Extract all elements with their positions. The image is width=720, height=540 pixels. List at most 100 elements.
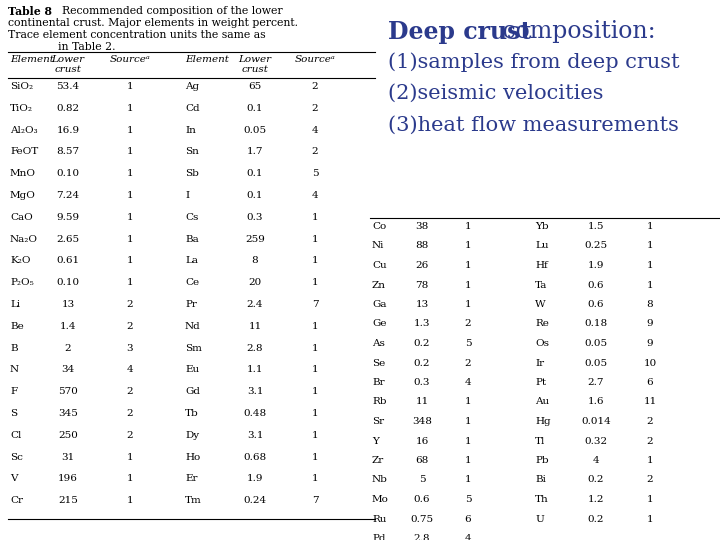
Text: 6: 6 (647, 378, 653, 387)
Text: Ce: Ce (185, 278, 199, 287)
Text: Ir: Ir (535, 359, 544, 368)
Text: 1.7: 1.7 (247, 147, 264, 157)
Text: 2: 2 (312, 147, 318, 157)
Text: 11: 11 (248, 322, 261, 331)
Text: Lower
crust: Lower crust (51, 55, 84, 75)
Text: W: W (535, 300, 546, 309)
Text: (2)seismic velocities: (2)seismic velocities (388, 84, 603, 103)
Text: I: I (185, 191, 189, 200)
Text: 88: 88 (415, 241, 428, 251)
Text: Cr: Cr (10, 496, 23, 505)
Text: 2: 2 (127, 387, 133, 396)
Text: 1: 1 (312, 322, 318, 331)
Text: 2: 2 (65, 343, 71, 353)
Text: 1: 1 (647, 280, 653, 289)
Text: Element: Element (10, 55, 54, 64)
Text: 0.82: 0.82 (56, 104, 80, 113)
Text: Hf: Hf (535, 261, 548, 270)
Text: 1: 1 (464, 300, 472, 309)
Text: 5: 5 (464, 495, 472, 504)
Text: 1: 1 (312, 256, 318, 265)
Text: N: N (10, 366, 19, 374)
Text: 3.1: 3.1 (247, 431, 264, 440)
Text: 65: 65 (248, 82, 261, 91)
Text: 1: 1 (127, 147, 133, 157)
Text: Sourceᵃ: Sourceᵃ (294, 55, 336, 64)
Text: 0.2: 0.2 (588, 476, 604, 484)
Text: Bi: Bi (535, 476, 546, 484)
Text: 0.2: 0.2 (414, 339, 431, 348)
Text: Pt: Pt (535, 378, 546, 387)
Text: 2: 2 (464, 320, 472, 328)
Text: continental crust. Major elements in weight percent.: continental crust. Major elements in wei… (8, 18, 298, 28)
Text: Li: Li (10, 300, 20, 309)
Text: 2: 2 (312, 104, 318, 113)
Text: 1: 1 (647, 241, 653, 251)
Text: Al₂O₃: Al₂O₃ (10, 126, 37, 134)
Text: 1: 1 (647, 515, 653, 523)
Text: 1.3: 1.3 (414, 320, 431, 328)
Text: 1: 1 (127, 126, 133, 134)
Text: 4: 4 (127, 366, 133, 374)
Text: Sc: Sc (10, 453, 23, 462)
Text: Ni: Ni (372, 241, 384, 251)
Text: 0.05: 0.05 (243, 126, 266, 134)
Text: 16.9: 16.9 (56, 126, 80, 134)
Text: Gd: Gd (185, 387, 200, 396)
Text: 1: 1 (647, 261, 653, 270)
Text: 0.1: 0.1 (247, 169, 264, 178)
Text: 68: 68 (415, 456, 428, 465)
Text: Cl: Cl (10, 431, 22, 440)
Text: Ag: Ag (185, 82, 199, 91)
Text: 0.75: 0.75 (410, 515, 433, 523)
Text: Pd: Pd (372, 534, 385, 540)
Text: 38: 38 (415, 222, 428, 231)
Text: Cu: Cu (372, 261, 387, 270)
Text: 1: 1 (312, 366, 318, 374)
Text: 1: 1 (127, 496, 133, 505)
Text: Th: Th (535, 495, 549, 504)
Text: Lu: Lu (535, 241, 549, 251)
Text: Os: Os (535, 339, 549, 348)
Text: Be: Be (10, 322, 24, 331)
Text: 4: 4 (593, 456, 599, 465)
Text: 1: 1 (127, 234, 133, 244)
Text: 1.9: 1.9 (247, 475, 264, 483)
Text: 1: 1 (127, 278, 133, 287)
Text: Co: Co (372, 222, 386, 231)
Text: Nd: Nd (185, 322, 201, 331)
Text: 53.4: 53.4 (56, 82, 80, 91)
Text: Ge: Ge (372, 320, 387, 328)
Text: 0.05: 0.05 (585, 339, 608, 348)
Text: 1: 1 (312, 431, 318, 440)
Text: 7.24: 7.24 (56, 191, 80, 200)
Text: P₂O₅: P₂O₅ (10, 278, 34, 287)
Text: 8: 8 (252, 256, 258, 265)
Text: F: F (10, 387, 17, 396)
Text: 2: 2 (127, 409, 133, 418)
Text: CaO: CaO (10, 213, 32, 222)
Text: (1)samples from deep crust: (1)samples from deep crust (388, 52, 680, 72)
Text: Hg: Hg (535, 417, 551, 426)
Text: 0.68: 0.68 (243, 453, 266, 462)
Text: Tl: Tl (535, 436, 545, 446)
Text: 1: 1 (312, 234, 318, 244)
Text: Er: Er (185, 475, 197, 483)
Text: 1: 1 (127, 104, 133, 113)
Text: Tm: Tm (185, 496, 202, 505)
Text: 0.6: 0.6 (588, 300, 604, 309)
Text: 1: 1 (464, 280, 472, 289)
Text: 259: 259 (245, 234, 265, 244)
Text: 1: 1 (464, 261, 472, 270)
Text: Ru: Ru (372, 515, 387, 523)
Text: 4: 4 (312, 191, 318, 200)
Text: Nb: Nb (372, 476, 388, 484)
Text: 26: 26 (415, 261, 428, 270)
Text: Lower
crust: Lower crust (238, 55, 271, 75)
Text: FeOT: FeOT (10, 147, 38, 157)
Text: 2: 2 (647, 436, 653, 446)
Text: Sn: Sn (185, 147, 199, 157)
Text: 0.61: 0.61 (56, 256, 80, 265)
Text: 2.4: 2.4 (247, 300, 264, 309)
Text: 1: 1 (312, 387, 318, 396)
